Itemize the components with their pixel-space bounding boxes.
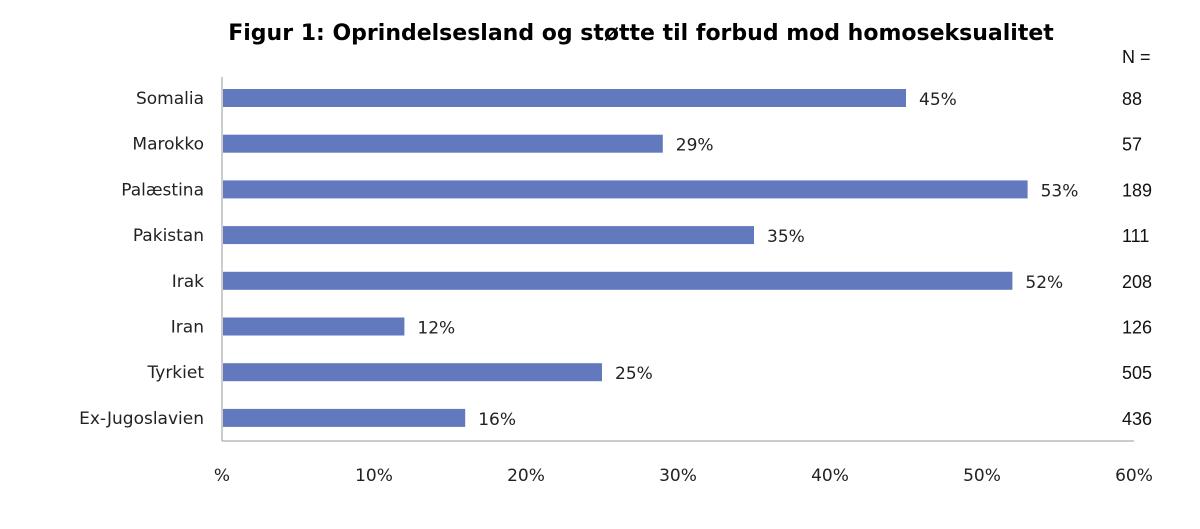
x-tick-label: 10% (355, 466, 393, 486)
bar-ex-jugoslavien (223, 408, 466, 427)
bar-marokko (223, 134, 663, 153)
x-tick-label: 50% (963, 466, 1001, 486)
n-header: N = (1122, 47, 1151, 67)
bar-value-label: 12% (417, 319, 455, 339)
n-value: 57 (1122, 135, 1142, 155)
bar-value-label: 45% (919, 90, 957, 110)
bar-irak (223, 271, 1013, 290)
bar-value-label: 35% (767, 227, 805, 247)
bar-value-label: 25% (615, 364, 653, 384)
category-label: Iran (171, 318, 204, 338)
bar-value-label: 16% (478, 410, 516, 430)
x-tick-label: % (214, 466, 230, 486)
n-value: 111 (1122, 226, 1149, 246)
n-value: 189 (1122, 180, 1152, 200)
bar-value-label: 29% (676, 136, 714, 156)
n-value: 126 (1122, 318, 1152, 338)
category-label: Marokko (132, 135, 204, 155)
bar-pakistan (223, 226, 754, 245)
bar-iran (223, 317, 405, 336)
category-label: Pakistan (133, 226, 204, 246)
n-value: 505 (1122, 363, 1152, 383)
bar-value-label: 52% (1025, 273, 1063, 293)
x-tick-label: 60% (1115, 466, 1153, 486)
bar-value-label: 53% (1041, 181, 1079, 201)
x-tick-label: 20% (507, 466, 545, 486)
n-value: 88 (1122, 89, 1142, 109)
x-ticks-group: % 10% 20% 30% 40% 50% 60% (214, 466, 1153, 486)
category-label: Tyrkiet (147, 363, 205, 383)
n-value: 436 (1122, 409, 1152, 429)
bar-tyrkiet (223, 363, 602, 382)
category-label: Palæstina (121, 180, 204, 200)
bar-palæstina (223, 180, 1028, 199)
chart-title: Figur 1: Oprindelsesland og støtte til f… (228, 21, 1054, 46)
x-tick-label: 30% (659, 466, 697, 486)
category-label: Ex-Jugoslavien (79, 409, 204, 429)
bars-group: Somalia 45% 88 Marokko 29% 57 Palæstina 53% 189 P… (79, 89, 1152, 430)
n-value: 208 (1122, 272, 1152, 292)
category-label: Somalia (136, 89, 204, 109)
x-tick-label: 40% (811, 466, 849, 486)
category-label: Irak (172, 272, 204, 292)
bar-somalia (223, 89, 906, 107)
